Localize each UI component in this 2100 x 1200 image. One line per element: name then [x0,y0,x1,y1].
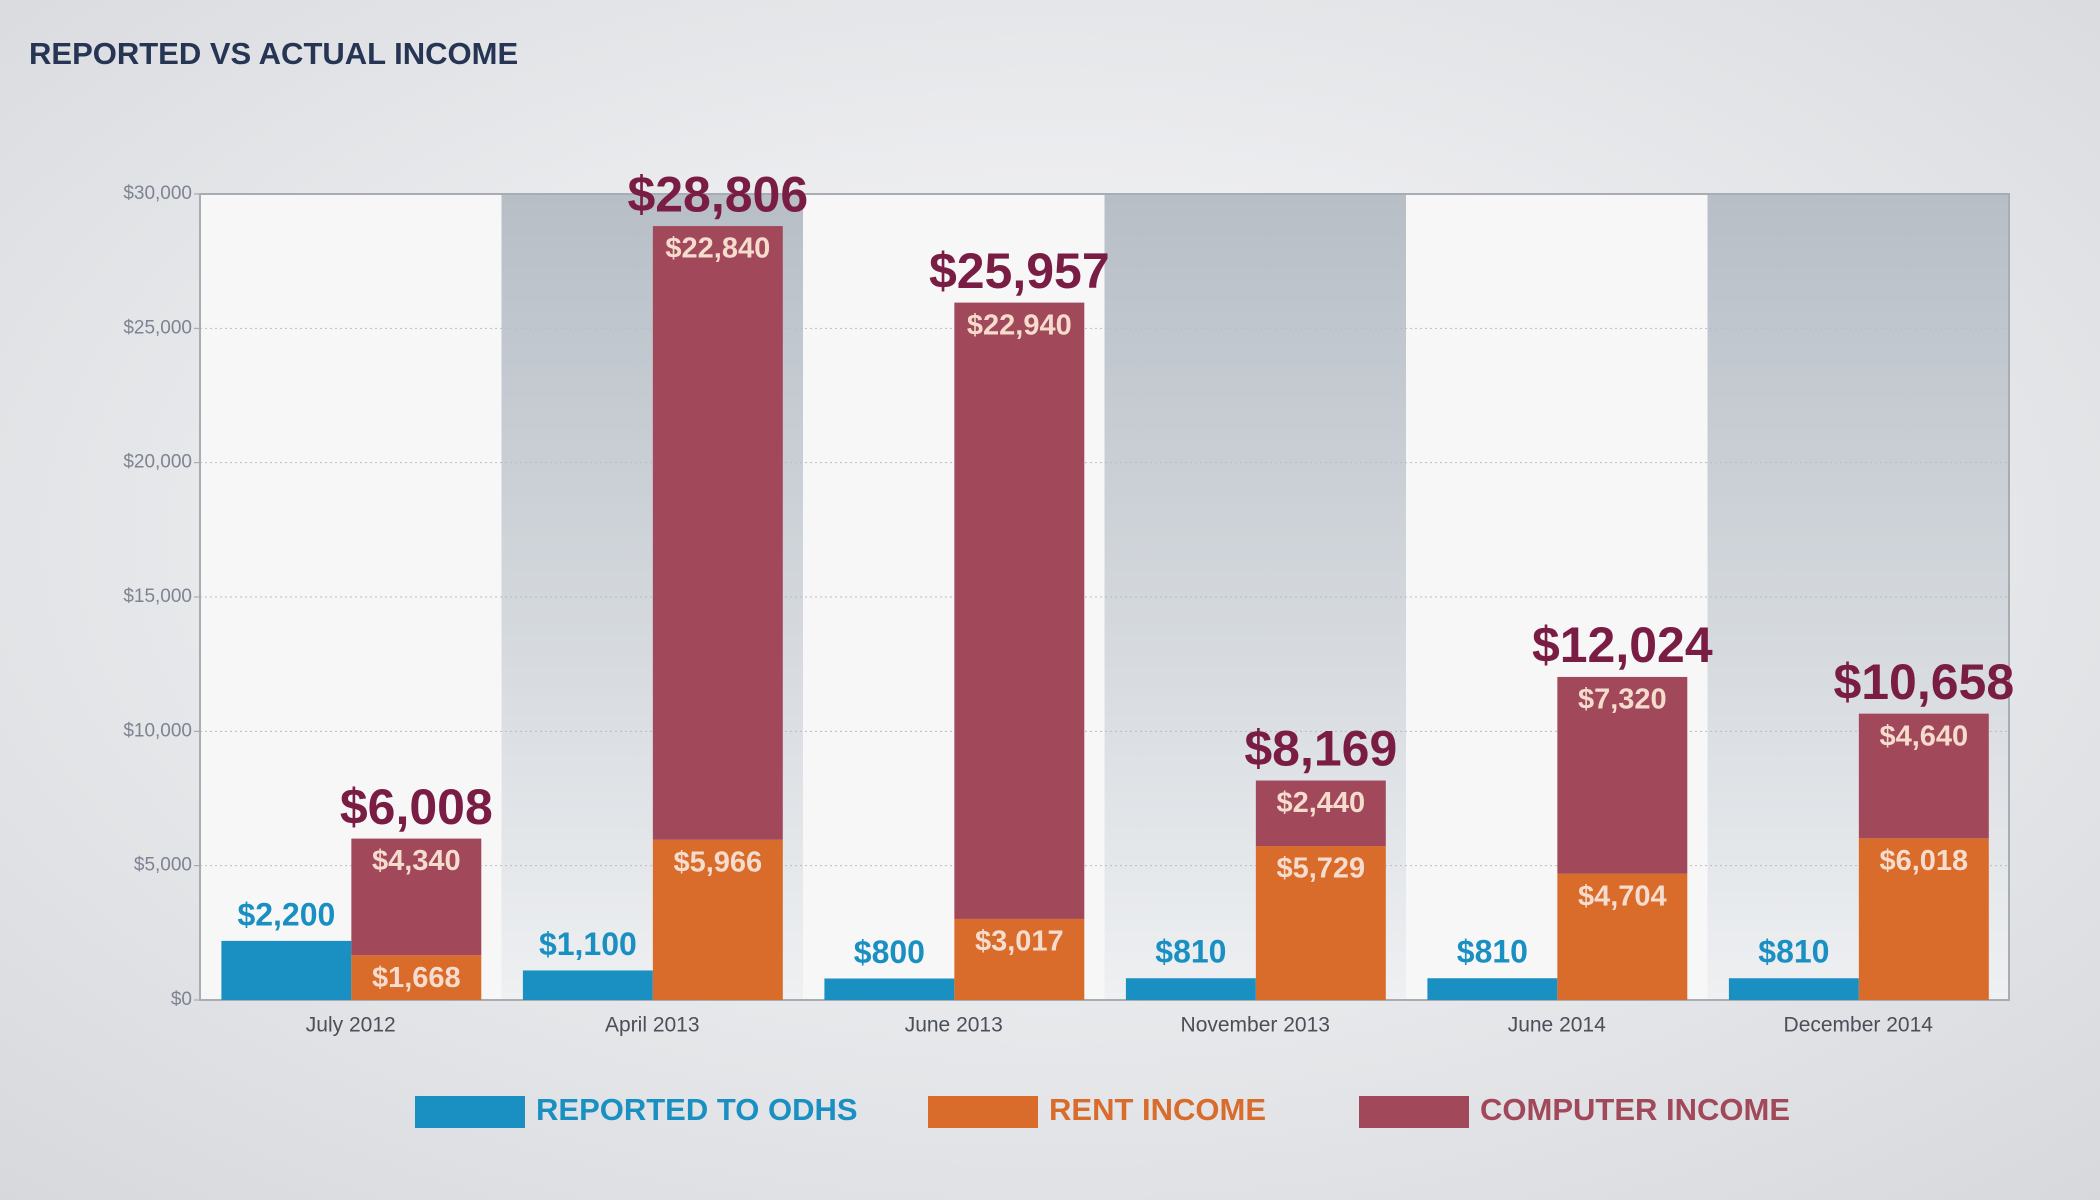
bar [1858,713,1989,839]
value-label: $810 [1457,934,1528,970]
x-tick-label: June 2014 [1508,1014,1606,1037]
y-tick-label: $30,000 [123,183,192,204]
value-label: $2,440 [1276,787,1365,819]
bar [1255,846,1386,1000]
value-label: $1,100 [539,926,637,962]
total-label: $8,169 [1244,721,1397,777]
bar [1255,780,1386,847]
bar [1858,838,1989,1000]
value-label: $4,640 [1879,720,1968,752]
value-label: $5,729 [1276,853,1365,885]
bar [522,970,653,1000]
value-label: $800 [854,934,925,970]
x-tick-label: April 2013 [605,1014,700,1037]
y-tick-label: $20,000 [123,452,192,473]
value-label: $4,340 [372,845,461,877]
value-label: $6,018 [1879,845,1968,877]
bar [954,918,1085,1000]
legend-label: COMPUTER INCOME [1480,1092,1790,1127]
legend-swatch [415,1096,525,1128]
bar [1557,873,1688,1000]
bar [652,839,783,1000]
y-tick-label: $25,000 [123,317,192,338]
x-tick-label: June 2013 [905,1014,1003,1037]
y-tick-label: $0 [171,989,192,1010]
bar [1427,978,1558,1000]
value-label: $22,940 [967,309,1072,341]
x-tick-label: December 2014 [1784,1014,1934,1037]
total-label: $6,008 [340,779,493,835]
bar [351,955,482,1000]
legend-label: REPORTED TO ODHS [536,1092,858,1127]
bar [824,978,955,1000]
total-label: $28,806 [627,166,808,222]
value-label: $7,320 [1578,684,1667,716]
y-tick-label: $15,000 [123,586,192,607]
y-tick-label: $10,000 [123,720,192,741]
bar [221,940,352,1000]
value-label: $3,017 [975,926,1064,958]
bar [954,302,1085,919]
value-label: $2,200 [237,896,335,932]
total-label: $25,957 [929,243,1110,299]
bar [652,226,783,840]
bar [1125,978,1256,1000]
value-label: $1,668 [372,962,461,994]
x-tick-label: July 2012 [306,1014,396,1037]
bar [1557,676,1688,874]
value-label: $22,840 [665,233,770,265]
total-label: $12,024 [1532,617,1713,673]
plot-frame [199,193,2010,1001]
x-tick-label: November 2013 [1181,1014,1330,1037]
value-label: $810 [1155,934,1226,970]
bar [351,838,482,956]
legend-swatch [1359,1096,1469,1128]
total-label: $10,658 [1833,654,2014,710]
legend-swatch [928,1096,1038,1128]
value-label: $5,966 [673,846,762,878]
bar [1728,978,1859,1000]
value-label: $4,704 [1578,880,1667,912]
y-tick-label: $5,000 [134,855,192,876]
value-label: $810 [1758,934,1829,970]
legend-label: RENT INCOME [1049,1092,1266,1127]
chart-title: REPORTED VS ACTUAL INCOME [29,36,518,71]
